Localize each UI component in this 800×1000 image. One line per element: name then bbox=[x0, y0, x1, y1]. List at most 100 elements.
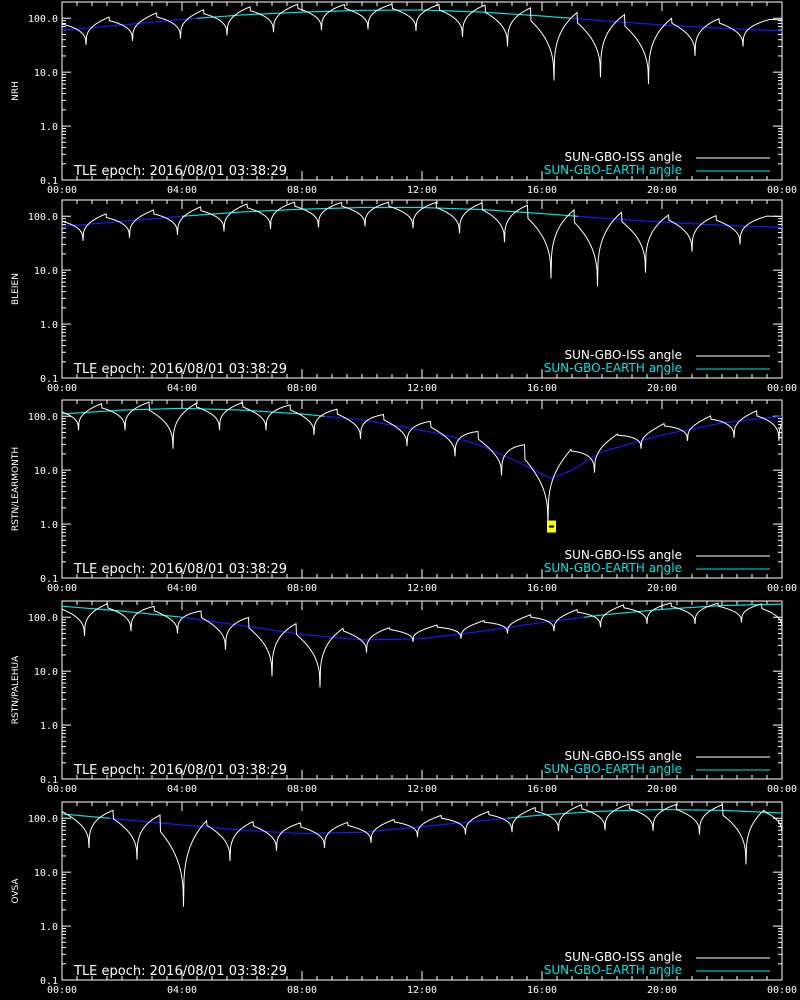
x-tick-label: 20:00 bbox=[647, 185, 677, 196]
y-tick-label: 10.0 bbox=[34, 868, 58, 879]
y-tick-label: 100.0 bbox=[28, 412, 58, 423]
earth-angle-segment bbox=[484, 446, 487, 449]
earth-angle-segment bbox=[574, 466, 577, 469]
x-tick-label: 00:00 bbox=[47, 583, 77, 594]
x-tick-label: 16:00 bbox=[527, 383, 557, 394]
legend-earth-label: SUN-GBO-EARTH angle bbox=[544, 163, 682, 177]
earth-angle-segment bbox=[598, 452, 601, 455]
earth-angle-segment bbox=[580, 463, 583, 466]
x-tick-label: 12:00 bbox=[407, 784, 437, 795]
earth-angle-segment bbox=[579, 464, 582, 467]
x-tick-label: 00:00 bbox=[47, 784, 77, 795]
y-tick-label: 1.0 bbox=[40, 721, 58, 732]
earth-angle-segment bbox=[591, 456, 594, 459]
earth-angle-segment bbox=[499, 453, 502, 456]
earth-angle-segment bbox=[576, 465, 579, 468]
earth-angle-segment bbox=[594, 454, 597, 457]
y-tick-label: 0.1 bbox=[40, 176, 58, 187]
x-tick-label: 08:00 bbox=[287, 185, 317, 196]
x-tick-label: 00:00 bbox=[767, 383, 797, 394]
earth-angle-segment bbox=[600, 451, 603, 454]
y-tick-label: 100.0 bbox=[28, 212, 58, 223]
iss-angle-line bbox=[61, 201, 782, 287]
earth-angle-segment bbox=[544, 474, 547, 477]
x-tick-label: 20:00 bbox=[647, 985, 677, 996]
earth-angle-segment bbox=[486, 447, 489, 450]
epoch-label: TLE epoch: 2016/08/01 03:38:29 bbox=[73, 964, 287, 979]
earth-angle-segment bbox=[508, 457, 511, 460]
earth-angle-segment bbox=[529, 467, 532, 470]
legend-iss-label: SUN-GBO-ISS angle bbox=[565, 749, 682, 763]
earth-angle-segment bbox=[583, 461, 586, 464]
legend-iss-label: SUN-GBO-ISS angle bbox=[565, 548, 682, 562]
earth-angle-segment bbox=[592, 455, 595, 458]
x-tick-label: 00:00 bbox=[767, 185, 797, 196]
x-tick-label: 12:00 bbox=[407, 985, 437, 996]
earth-angle-segment bbox=[483, 446, 486, 448]
y-tick-label: 100.0 bbox=[28, 14, 58, 25]
epoch-label: TLE epoch: 2016/08/01 03:38:29 bbox=[73, 562, 287, 577]
x-tick-label: 16:00 bbox=[527, 784, 557, 795]
x-tick-label: 12:00 bbox=[407, 185, 437, 196]
earth-angle-segment bbox=[586, 459, 589, 462]
earth-angle-segment bbox=[492, 450, 495, 452]
y-tick-label: 0.1 bbox=[40, 574, 58, 585]
x-tick-label: 20:00 bbox=[647, 583, 677, 594]
earth-angle-segment bbox=[562, 472, 565, 475]
earth-angle-segment bbox=[559, 473, 562, 476]
x-tick-label: 08:00 bbox=[287, 784, 317, 795]
legend-iss-label: SUN-GBO-ISS angle bbox=[565, 950, 682, 964]
earth-angle-segment bbox=[534, 469, 537, 472]
x-tick-label: 04:00 bbox=[167, 583, 197, 594]
y-tick-label: 1.0 bbox=[40, 320, 58, 331]
epoch-label: TLE epoch: 2016/08/01 03:38:29 bbox=[73, 763, 287, 778]
epoch-label: TLE epoch: 2016/08/01 03:38:29 bbox=[73, 362, 287, 377]
earth-angle-segment bbox=[523, 464, 526, 467]
earth-angle-segment bbox=[556, 474, 559, 477]
y-tick-label: 0.1 bbox=[40, 976, 58, 987]
x-tick-label: 00:00 bbox=[767, 583, 797, 594]
legend-earth-label: SUN-GBO-EARTH angle bbox=[544, 561, 682, 575]
earth-angle-segment bbox=[481, 445, 484, 448]
x-tick-label: 20:00 bbox=[647, 383, 677, 394]
earth-angle-segment bbox=[546, 475, 549, 478]
earth-angle-segment bbox=[519, 462, 522, 465]
y-tick-label: 100.0 bbox=[28, 613, 58, 624]
earth-angle-segment bbox=[565, 471, 568, 474]
y-tick-label: 10.0 bbox=[34, 68, 58, 79]
earth-angle-segment bbox=[585, 460, 588, 463]
earth-angle-segment bbox=[558, 474, 561, 477]
earth-angle-segment bbox=[540, 472, 543, 475]
earth-angle-segment bbox=[537, 471, 540, 474]
y-axis-label: RSTN/PALEHUA bbox=[11, 655, 21, 724]
y-tick-label: 1.0 bbox=[40, 922, 58, 933]
earth-angle-segment bbox=[496, 452, 499, 454]
iss-angle-line bbox=[61, 602, 783, 688]
earth-angle-segment bbox=[568, 470, 571, 472]
earth-angle-segment bbox=[522, 463, 525, 466]
legend-earth-label: SUN-GBO-EARTH angle bbox=[544, 361, 682, 375]
earth-angle-segment bbox=[577, 465, 580, 467]
earth-angle-segment bbox=[526, 466, 529, 468]
x-tick-label: 16:00 bbox=[527, 985, 557, 996]
earth-angle-segment bbox=[505, 455, 508, 458]
earth-angle-segment bbox=[525, 465, 528, 468]
x-tick-label: 20:00 bbox=[647, 784, 677, 795]
earth-angle-segment bbox=[507, 456, 510, 459]
earth-angle-segment bbox=[550, 477, 553, 480]
panel-4: 0.1 1.0 10.0 100.0 00:00 04:00 08:00 12:00 16:00… bbox=[11, 600, 797, 795]
epoch-label: TLE epoch: 2016/08/01 03:38:29 bbox=[73, 164, 287, 179]
earth-angle-segment bbox=[543, 474, 546, 477]
earth-angle-segment bbox=[588, 458, 591, 461]
earth-angle-segment bbox=[517, 461, 520, 464]
iss-angle-line bbox=[61, 3, 783, 85]
earth-angle-segment bbox=[571, 468, 574, 471]
panel-2: 0.1 1.0 10.0 100.0 00:00 04:00 08:00 12:00 16:00… bbox=[11, 199, 797, 394]
earth-angle-segment bbox=[555, 475, 558, 478]
x-tick-label: 04:00 bbox=[167, 784, 197, 795]
panel-3: 0.1 1.0 10.0 100.0 00:00 04:00 08:00 12:00 16:00… bbox=[11, 399, 797, 594]
y-axis-label: NRH bbox=[11, 81, 21, 101]
earth-angle-segment bbox=[547, 476, 550, 479]
